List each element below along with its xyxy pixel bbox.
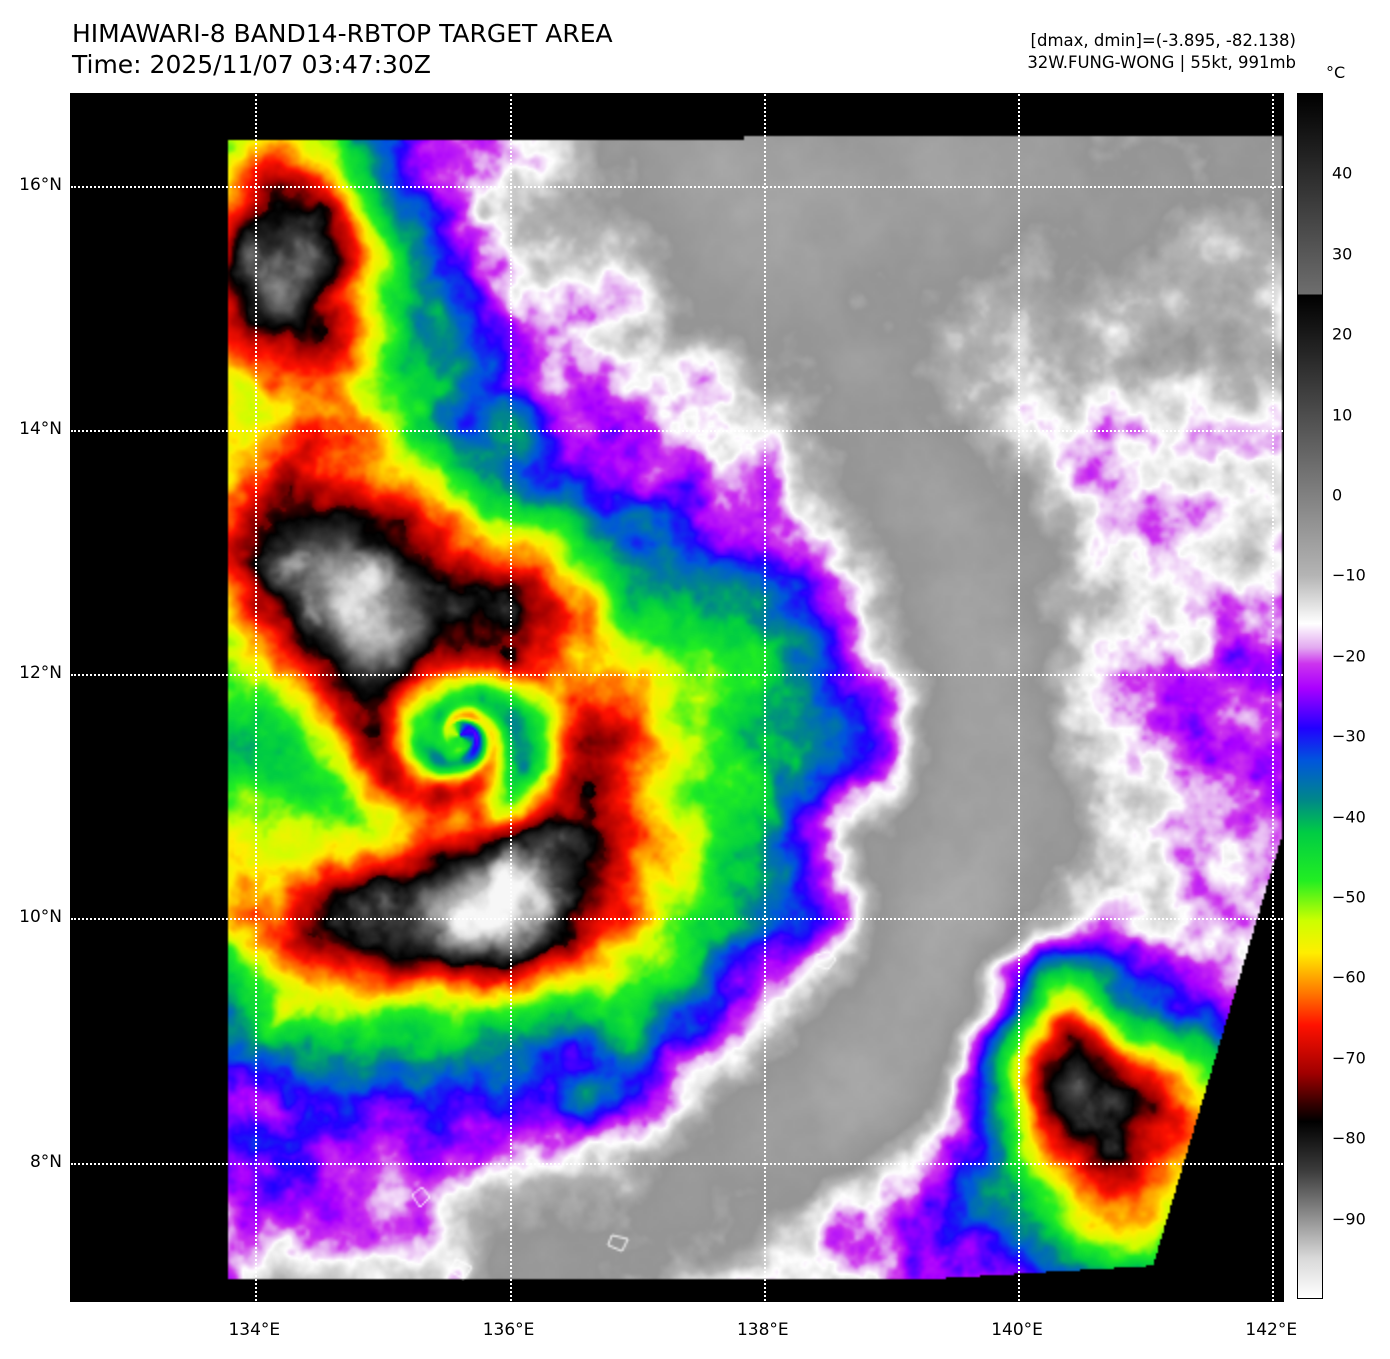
colorbar-tick--30: −30 xyxy=(1332,726,1366,746)
colorbar-tick-0: 0 xyxy=(1332,485,1343,505)
page-title: HIMAWARI-8 BAND14-RBTOP TARGET AREA xyxy=(72,19,613,48)
colorbar-tick--50: −50 xyxy=(1332,887,1366,907)
y-axis-tick-10°N: 10°N xyxy=(19,907,62,928)
colorbar-tick-40: 40 xyxy=(1332,163,1353,183)
satellite-image-plot[interactable]: Copyright © 2020-2025 Dapiya xyxy=(70,93,1284,1302)
x-axis-tick-134°E: 134°E xyxy=(228,1320,281,1340)
colorbar-tick-10: 10 xyxy=(1332,405,1353,425)
colorbar-tick--70: −70 xyxy=(1332,1048,1366,1068)
y-axis-tick-8°N: 8°N xyxy=(29,1151,62,1172)
colorbar-unit-label: °C xyxy=(1326,63,1346,82)
colorbar-tick--10: −10 xyxy=(1332,565,1366,585)
colorbar-tick--80: −80 xyxy=(1332,1128,1366,1148)
timestamp-label: Time: 2025/11/07 03:47:30Z xyxy=(72,50,431,79)
metadata-block: [dmax, dmin]=(-3.895, -82.138) 32W.FUNG-… xyxy=(1027,30,1296,74)
colorbar-tick--90: −90 xyxy=(1332,1209,1366,1229)
data-range-label: [dmax, dmin]=(-3.895, -82.138) xyxy=(1030,31,1296,50)
x-axis-tick-142°E: 142°E xyxy=(1245,1320,1298,1340)
storm-info-label: 32W.FUNG-WONG | 55kt, 991mb xyxy=(1027,53,1296,72)
colorbar-tick-30: 30 xyxy=(1332,244,1353,264)
y-axis-tick-12°N: 12°N xyxy=(19,663,62,684)
colorbar-tick-20: 20 xyxy=(1332,324,1353,344)
infrared-raster xyxy=(156,116,1283,1281)
x-axis-tick-138°E: 138°E xyxy=(736,1320,789,1340)
x-axis-tick-136°E: 136°E xyxy=(482,1320,535,1340)
y-axis-tick-14°N: 14°N xyxy=(19,418,62,439)
temperature-colorbar[interactable] xyxy=(1297,93,1323,1299)
x-axis-tick-140°E: 140°E xyxy=(991,1320,1043,1340)
colorbar-tick--40: −40 xyxy=(1332,807,1366,827)
y-axis-tick-16°N: 16°N xyxy=(19,174,62,195)
title-block: HIMAWARI-8 BAND14-RBTOP TARGET AREA Time… xyxy=(72,18,613,80)
colorbar-tick--60: −60 xyxy=(1332,967,1366,987)
colorbar-gradient xyxy=(1298,94,1322,1298)
colorbar-tick--20: −20 xyxy=(1332,646,1366,666)
